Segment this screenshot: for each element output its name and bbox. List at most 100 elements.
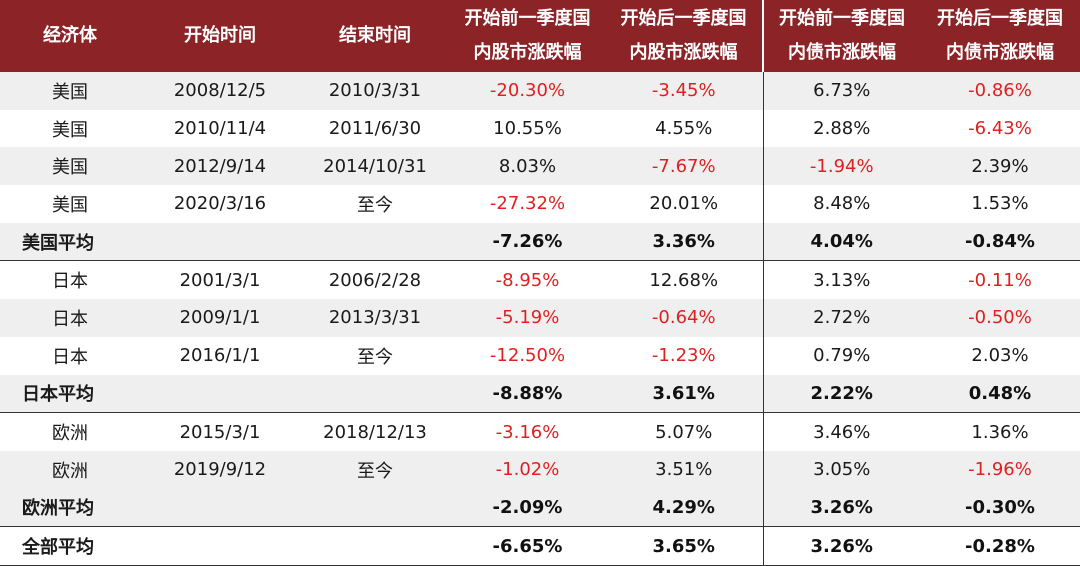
cell-economy: 美国 [0, 147, 140, 186]
cell-bond-before: 3.13% [762, 260, 920, 300]
cell-bond-before: 2.22% [762, 374, 920, 414]
percent-value: 8.03% [498, 155, 557, 177]
cell-stock-before: -1.02% [450, 450, 605, 489]
percent-value: -12.50% [489, 345, 566, 367]
cell-end-date: 2018/12/13 [323, 421, 427, 443]
cell-economy: 欧洲 [0, 450, 140, 489]
table-row: 美国 2012/9/14 2014/10/31 8.03% -7.67% -1.94% 2.… [0, 147, 1080, 186]
percent-value: 3.51% [655, 459, 713, 481]
cell-stock-after: 3.51% [605, 450, 763, 489]
percent-value: 2.88% [813, 118, 871, 140]
cell-bond-before: 3.26% [762, 488, 920, 528]
cell-bond-after: -0.28% [920, 526, 1080, 566]
cell-start-date: 2015/3/1 [179, 421, 261, 443]
cell-stock-after: 5.07% [605, 413, 763, 451]
cell-stock-after: -1.23% [605, 337, 763, 375]
cell-stock-after: 3.61% [605, 374, 763, 414]
percent-value: -0.86% [968, 80, 1032, 102]
percent-value: 3.26% [810, 496, 873, 518]
cell-end-date: 2014/10/31 [300, 147, 450, 186]
cell-bond-before: 3.46% [762, 412, 920, 451]
cell-stock-before: -5.19% [450, 299, 605, 337]
percent-value: -27.32% [489, 193, 566, 215]
cell-start-date [140, 526, 300, 566]
header-end-date: 结束时间 [300, 0, 450, 72]
cell-stock-before: -20.30% [450, 72, 605, 110]
cell-bond-after: -0.86% [920, 72, 1080, 110]
cell-stock-after: -0.64% [605, 299, 763, 337]
cell-end-date: 2011/6/30 [328, 118, 422, 140]
cell-bond-after: -0.50% [920, 299, 1080, 337]
percent-value: 20.01% [649, 193, 719, 215]
table-row: 美国 2020/3/16 至今 -27.32% 20.01% 8.48% 1.53% [0, 185, 1080, 223]
percent-value: 4.04% [810, 231, 873, 253]
percent-value: 12.68% [649, 269, 719, 291]
percent-value: -2.09% [492, 496, 563, 518]
percent-value: 2.03% [971, 345, 1029, 367]
cell-economy: 欧洲 [52, 423, 88, 445]
cell-economy: 美国 [52, 194, 88, 216]
table-row: 欧洲 2015/3/1 2018/12/13 -3.16% 5.07% 3.46% 1.36… [0, 412, 1080, 451]
percent-value: 6.73% [813, 80, 871, 102]
percent-value: -0.50% [968, 307, 1032, 329]
cell-bond-after: -0.30% [920, 488, 1080, 528]
header-bond-after: 开始后一季度国 内债市涨跌幅 [920, 0, 1080, 72]
cell-start-date: 2008/12/5 [140, 72, 300, 110]
cell-stock-before: -7.26% [450, 222, 605, 262]
percent-value: -3.45% [651, 80, 716, 102]
percent-value: -6.65% [492, 535, 563, 557]
percent-value: 3.13% [813, 269, 871, 291]
cell-end-date: 2006/2/28 [328, 269, 422, 291]
average-row: 日本平均 -8.88% 3.61% 2.22% 0.48% [0, 374, 1080, 414]
percent-value: -1.23% [651, 345, 716, 367]
cell-stock-after: 4.29% [605, 488, 763, 528]
percent-value: -5.19% [495, 307, 560, 329]
header-stock-after: 开始后一季度国 内股市涨跌幅 [605, 0, 763, 72]
cell-bond-after: 0.48% [920, 374, 1080, 414]
cell-bond-after: -0.11% [920, 261, 1080, 299]
cell-economy: 全部平均 [0, 526, 140, 566]
cell-stock-before: -6.65% [450, 526, 605, 566]
table-row: 美国 2008/12/5 2010/3/31 -20.30% -3.45% 6.73% -0… [0, 72, 1080, 110]
cell-economy: 日本 [0, 299, 140, 337]
percent-value: 1.53% [971, 193, 1029, 215]
header-stock-before: 开始前一季度国 内股市涨跌幅 [450, 0, 605, 72]
percent-value: -3.16% [495, 421, 560, 443]
cell-stock-after: 3.65% [605, 526, 763, 566]
percent-value: 8.48% [813, 193, 871, 215]
cell-bond-before: 2.88% [762, 109, 920, 148]
percent-value: 10.55% [493, 118, 562, 140]
cell-start-date: 2020/3/16 [173, 193, 267, 215]
cell-end-date: 至今 [357, 194, 393, 216]
cell-start-date: 2009/1/1 [140, 299, 300, 337]
cell-stock-after: 20.01% [605, 185, 763, 223]
average-row: 全部平均 -6.65% 3.65% 3.26% -0.28% [0, 526, 1080, 566]
cell-economy: 日本 [52, 271, 88, 293]
cell-stock-before: -8.95% [450, 261, 605, 299]
cell-stock-after: 12.68% [605, 261, 763, 299]
percent-value: -0.30% [965, 496, 1035, 518]
cell-bond-before: 4.04% [762, 222, 920, 262]
percent-value: -6.43% [968, 118, 1032, 140]
cell-economy: 日本 [52, 346, 88, 368]
cell-start-date: 2012/9/14 [140, 147, 300, 186]
header-bond-before: 开始前一季度国 内债市涨跌幅 [762, 0, 920, 72]
cell-start-date: 2019/9/12 [140, 450, 300, 489]
percent-value: 3.65% [652, 535, 715, 557]
percent-value: 0.48% [968, 382, 1032, 404]
table-row: 美国 2010/11/4 2011/6/30 10.55% 4.55% 2.88% -6.4… [0, 109, 1080, 148]
percent-value: 3.36% [652, 231, 715, 253]
cell-stock-before: 8.03% [450, 147, 605, 186]
cell-end-date: 至今 [300, 450, 450, 489]
table-header: 经济体 开始时间 结束时间 开始前一季度国 内股市涨跌幅 开始后一季度国 内股市涨跌… [0, 0, 1080, 72]
cell-bond-after: 1.53% [920, 185, 1080, 223]
cell-end-date [300, 526, 450, 566]
percent-value: 4.29% [652, 496, 715, 518]
cell-bond-before: 8.48% [762, 185, 920, 223]
cell-end-date [300, 488, 450, 528]
percent-value: 2.39% [971, 155, 1029, 177]
cell-end-date [300, 374, 450, 414]
cell-start-date [140, 374, 300, 414]
percent-value: 2.72% [813, 307, 871, 329]
